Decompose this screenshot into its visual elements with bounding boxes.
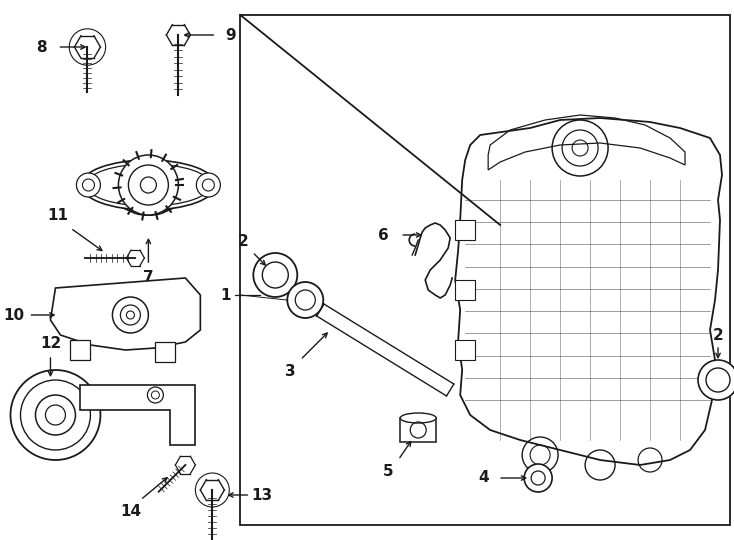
Bar [240,15,730,525]
Text: 7: 7 [143,269,153,285]
Text: 2: 2 [713,327,724,342]
Circle shape [253,253,297,297]
Text: 6: 6 [378,227,388,242]
Text: 1: 1 [220,287,230,302]
Ellipse shape [81,160,216,210]
Circle shape [148,387,164,403]
Polygon shape [81,385,195,445]
Circle shape [112,297,148,333]
Bar [455,280,475,300]
Polygon shape [70,340,90,360]
Ellipse shape [400,413,436,423]
Circle shape [35,395,76,435]
Bar [400,418,436,442]
Text: 5: 5 [383,464,393,480]
Text: 14: 14 [120,504,141,519]
Bar [455,220,475,240]
Circle shape [118,155,178,215]
Text: 12: 12 [40,335,61,350]
Circle shape [287,282,323,318]
Circle shape [197,173,220,197]
Circle shape [76,173,101,197]
Circle shape [524,464,552,492]
Circle shape [10,370,101,460]
Polygon shape [51,278,200,350]
Circle shape [698,360,734,400]
Polygon shape [156,342,175,362]
Text: 8: 8 [36,39,47,55]
Text: 10: 10 [3,307,24,322]
Text: 2: 2 [238,234,249,249]
Text: 3: 3 [285,364,296,380]
Circle shape [195,473,229,507]
Text: 11: 11 [47,208,68,224]
Text: 13: 13 [252,488,273,503]
Text: 9: 9 [225,28,236,43]
Bar [455,340,475,360]
Text: 4: 4 [478,470,489,485]
